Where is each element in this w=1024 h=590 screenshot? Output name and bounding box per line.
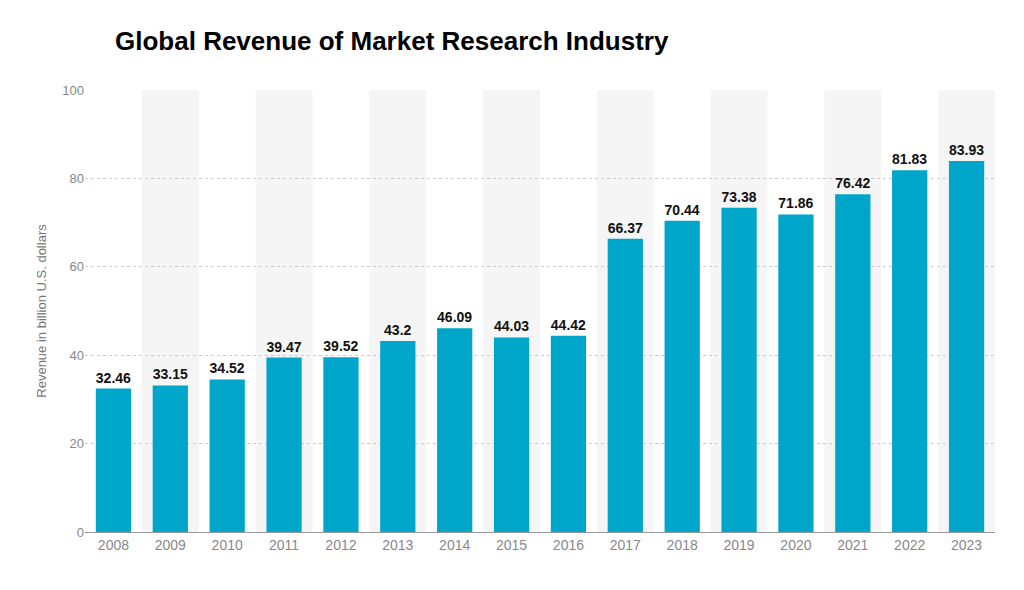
svg-text:40: 40 [70, 348, 84, 363]
svg-text:2008: 2008 [98, 537, 129, 553]
svg-text:2014: 2014 [439, 537, 470, 553]
svg-text:2019: 2019 [723, 537, 754, 553]
svg-text:60: 60 [70, 259, 84, 274]
svg-text:2013: 2013 [382, 537, 413, 553]
svg-text:39.52: 39.52 [323, 338, 358, 354]
svg-text:2018: 2018 [667, 537, 698, 553]
svg-text:20: 20 [70, 436, 84, 451]
svg-text:32.46: 32.46 [96, 370, 131, 386]
svg-text:66.37: 66.37 [608, 220, 643, 236]
svg-text:2023: 2023 [951, 537, 982, 553]
svg-text:44.42: 44.42 [551, 317, 586, 333]
svg-text:2017: 2017 [610, 537, 641, 553]
svg-text:100: 100 [62, 83, 84, 98]
svg-text:2009: 2009 [155, 537, 186, 553]
svg-text:2011: 2011 [269, 537, 299, 553]
svg-text:80: 80 [70, 171, 84, 186]
svg-text:39.47: 39.47 [266, 339, 301, 355]
svg-text:73.38: 73.38 [721, 189, 756, 205]
svg-text:76.42: 76.42 [835, 175, 870, 191]
svg-text:2016: 2016 [553, 537, 584, 553]
svg-text:81.83: 81.83 [892, 151, 927, 167]
svg-text:71.86: 71.86 [778, 195, 813, 211]
svg-text:46.09: 46.09 [437, 309, 472, 325]
svg-text:2022: 2022 [894, 537, 925, 553]
svg-text:44.03: 44.03 [494, 318, 529, 334]
svg-text:2021: 2021 [837, 537, 868, 553]
svg-text:2010: 2010 [212, 537, 243, 553]
svg-text:83.93: 83.93 [949, 142, 984, 158]
svg-text:34.52: 34.52 [210, 360, 245, 376]
svg-text:0: 0 [77, 525, 84, 540]
svg-text:2012: 2012 [325, 537, 356, 553]
svg-text:2020: 2020 [780, 537, 811, 553]
svg-text:70.44: 70.44 [665, 202, 700, 218]
svg-text:33.15: 33.15 [153, 366, 188, 382]
svg-text:2015: 2015 [496, 537, 527, 553]
svg-text:43.2: 43.2 [384, 322, 411, 338]
svg-text:Revenue in billion U.S. dollar: Revenue in billion U.S. dollars [34, 224, 49, 398]
svg-text:Global Revenue of Market Resea: Global Revenue of Market Research Indust… [115, 26, 669, 56]
